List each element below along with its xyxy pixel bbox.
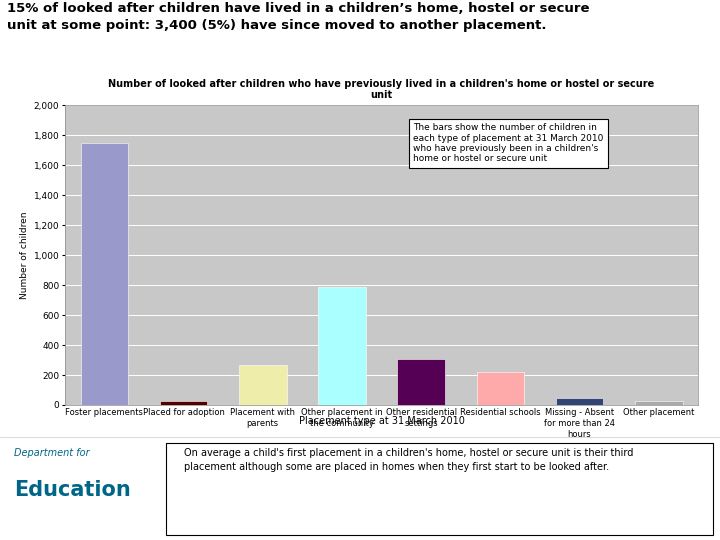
Bar: [239, 364, 287, 405]
Bar: [318, 287, 366, 405]
Text: 12: 12: [679, 32, 703, 50]
Bar: [81, 143, 128, 405]
Text: Department for: Department for: [14, 448, 90, 458]
Title: Number of looked after children who have previously lived in a children's home o: Number of looked after children who have…: [109, 79, 654, 100]
Bar: [160, 401, 207, 405]
Bar: [556, 397, 603, 405]
Text: The bars show the number of children in
each type of placement at 31 March 2010
: The bars show the number of children in …: [413, 123, 603, 164]
FancyBboxPatch shape: [166, 443, 713, 535]
Bar: [635, 401, 683, 405]
Bar: [397, 359, 445, 405]
Text: Placement type at 31 March 2010: Placement type at 31 March 2010: [299, 416, 464, 426]
Text: On average a child's first placement in a children's home, hostel or secure unit: On average a child's first placement in …: [184, 448, 633, 471]
Y-axis label: Number of children: Number of children: [20, 211, 30, 299]
Text: 15% of looked after children have lived in a children’s home, hostel or secure
u: 15% of looked after children have lived …: [6, 2, 589, 32]
Text: Education: Education: [14, 481, 131, 501]
Bar: [477, 372, 524, 405]
